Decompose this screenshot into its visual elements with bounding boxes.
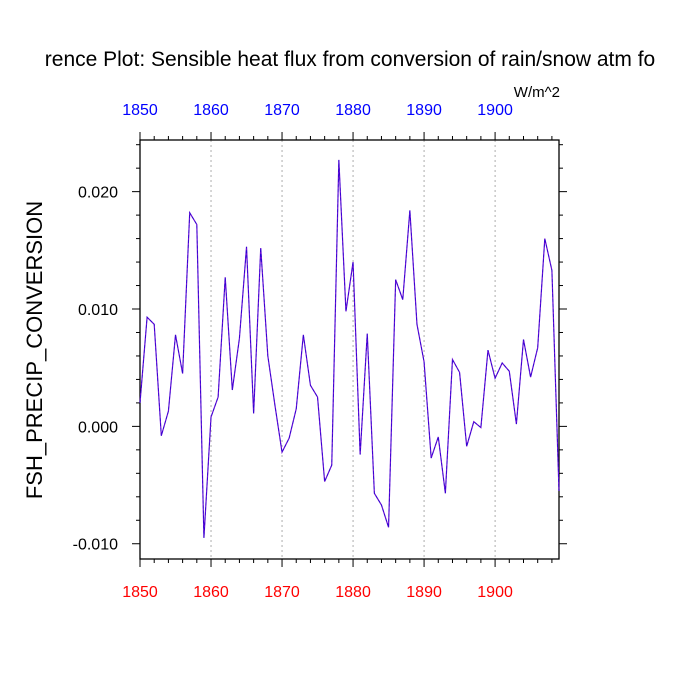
x-tick-label-top: 1890 [406, 102, 442, 119]
x-tick-label-bottom: 1900 [477, 584, 513, 601]
tick-labels: 1850 1850 1860 1860 1870 1870 1880 1880 1890 1890… [73, 102, 513, 601]
y-tick-label: 0.010 [78, 302, 118, 319]
y-tick-label: 0.000 [78, 419, 118, 436]
x-tick-label-top: 1850 [122, 102, 158, 119]
series-line-overlay [139, 159, 560, 538]
x-tick-label-top: 1870 [264, 102, 300, 119]
x-tick-label-bottom: 1860 [193, 584, 229, 601]
x-tick-label-bottom: 1890 [406, 584, 442, 601]
x-tick-label-top: 1860 [193, 102, 229, 119]
plot-area-frame [139, 139, 560, 560]
y-tick-label: 0.020 [78, 185, 118, 202]
x-tick-label-top: 1880 [335, 102, 371, 119]
x-tick-label-bottom: 1850 [122, 584, 158, 601]
y-axis-label: FSH_PRECIP_CONVERSION [22, 201, 47, 499]
y-tick-label: -0.010 [73, 537, 118, 554]
units-label: W/m^2 [514, 84, 560, 101]
x-tick-label-bottom: 1880 [335, 584, 371, 601]
x-tick-label-bottom: 1870 [264, 584, 300, 601]
grid-lines [210, 140, 496, 559]
x-tick-label-top: 1900 [477, 102, 513, 119]
axis-ticks [132, 132, 567, 567]
chart-title: rence Plot: Sensible heat flux from conv… [45, 48, 655, 71]
